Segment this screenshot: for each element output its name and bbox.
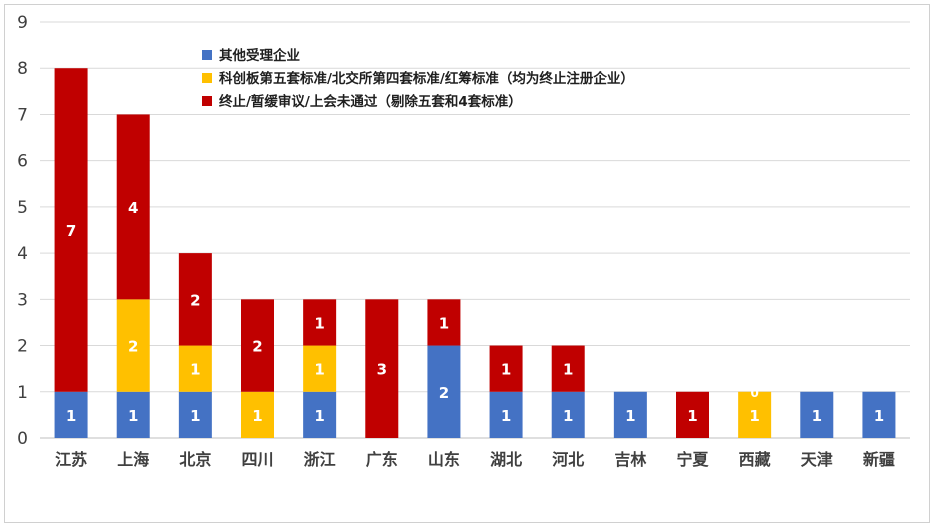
x-tick-label: 湖北 bbox=[490, 450, 522, 469]
x-tick-label: 浙江 bbox=[304, 450, 336, 469]
legend-swatch bbox=[202, 73, 212, 83]
data-label: 2 bbox=[439, 384, 449, 402]
x-tick-label: 吉林 bbox=[614, 450, 646, 469]
data-label: 2 bbox=[252, 338, 262, 356]
y-tick-label: 9 bbox=[17, 13, 28, 33]
bar-segment bbox=[738, 391, 772, 438]
y-tick-label: 3 bbox=[17, 290, 28, 310]
x-tick-label: 广东 bbox=[366, 450, 398, 469]
bar-segment bbox=[489, 391, 523, 438]
y-tick-label: 4 bbox=[17, 244, 28, 264]
bar-segment bbox=[54, 68, 88, 392]
data-label: 1 bbox=[563, 361, 573, 379]
x-tick-label: 山东 bbox=[428, 450, 460, 469]
bar-segment bbox=[116, 299, 150, 392]
bar-segment bbox=[676, 391, 709, 438]
data-label: 1 bbox=[314, 361, 324, 379]
y-tick-label: 8 bbox=[17, 59, 28, 79]
y-tick-label: 0 bbox=[17, 429, 28, 449]
data-label: 4 bbox=[128, 199, 138, 217]
x-tick-label: 西藏 bbox=[739, 450, 771, 469]
legend-swatch bbox=[202, 50, 212, 60]
bar-segment bbox=[178, 253, 212, 346]
legend-label: 终止/暂缓审议/上会未通过（剔除五套和4套标准） bbox=[219, 93, 522, 110]
bar-segment bbox=[303, 391, 337, 438]
x-tick-label: 上海 bbox=[117, 450, 149, 469]
data-label: 1 bbox=[314, 407, 324, 425]
data-label: 2 bbox=[190, 291, 200, 309]
bar-segment bbox=[613, 391, 647, 438]
data-label: 1 bbox=[439, 314, 449, 332]
legend-swatch bbox=[202, 96, 212, 106]
bar-segment bbox=[551, 345, 585, 392]
bar-segment bbox=[365, 299, 399, 438]
bar-segment bbox=[427, 345, 461, 438]
data-label: 1 bbox=[812, 407, 822, 425]
data-label: 1 bbox=[501, 407, 511, 425]
y-tick-label: 2 bbox=[17, 337, 28, 357]
x-tick-label: 河北 bbox=[552, 450, 584, 469]
y-tick-label: 1 bbox=[17, 383, 28, 403]
bar-segment bbox=[862, 391, 896, 438]
y-tick-label: 5 bbox=[17, 198, 28, 218]
data-label: 1 bbox=[625, 407, 635, 425]
bar-segment bbox=[178, 391, 212, 438]
data-label: 1 bbox=[190, 361, 200, 379]
x-tick-label: 新疆 bbox=[863, 450, 895, 469]
data-label: 7 bbox=[66, 222, 76, 240]
chart-frame bbox=[4, 4, 930, 523]
bar-segment bbox=[178, 345, 212, 392]
legend-label: 科创板第五套标准/北交所第四套标准/红筹标准（均为终止注册企业） bbox=[219, 70, 634, 87]
data-label: 1 bbox=[563, 407, 573, 425]
bar-segment bbox=[551, 391, 585, 438]
x-tick-label: 北京 bbox=[179, 450, 211, 469]
y-tick-label: 6 bbox=[17, 152, 28, 172]
bar-segment bbox=[427, 299, 461, 346]
data-label: 1 bbox=[749, 407, 759, 425]
x-tick-label: 江苏 bbox=[55, 450, 87, 469]
bar-segment bbox=[116, 391, 150, 438]
data-label: 0 bbox=[750, 386, 758, 400]
bar-segment bbox=[116, 114, 150, 300]
bar-segment bbox=[303, 345, 337, 392]
data-label: 1 bbox=[314, 314, 324, 332]
legend-label: 其他受理企业 bbox=[219, 47, 300, 64]
data-label: 1 bbox=[128, 407, 138, 425]
bar-segment bbox=[241, 391, 274, 438]
data-label: 1 bbox=[501, 361, 511, 379]
data-label: 1 bbox=[874, 407, 884, 425]
bar-segment bbox=[241, 299, 274, 392]
data-label: 1 bbox=[190, 407, 200, 425]
data-label: 2 bbox=[128, 338, 138, 356]
bar-segment bbox=[54, 391, 88, 438]
x-tick-label: 宁夏 bbox=[676, 450, 709, 469]
bar-segment bbox=[800, 391, 834, 438]
x-tick-label: 天津 bbox=[801, 450, 833, 469]
bar-segment bbox=[303, 299, 337, 346]
data-label: 1 bbox=[252, 407, 262, 425]
data-label: 1 bbox=[66, 407, 76, 425]
bar-segment bbox=[489, 345, 523, 392]
data-label: 1 bbox=[687, 407, 697, 425]
data-label: 3 bbox=[377, 361, 387, 379]
x-tick-label: 四川 bbox=[241, 450, 273, 469]
y-tick-label: 7 bbox=[17, 105, 28, 125]
